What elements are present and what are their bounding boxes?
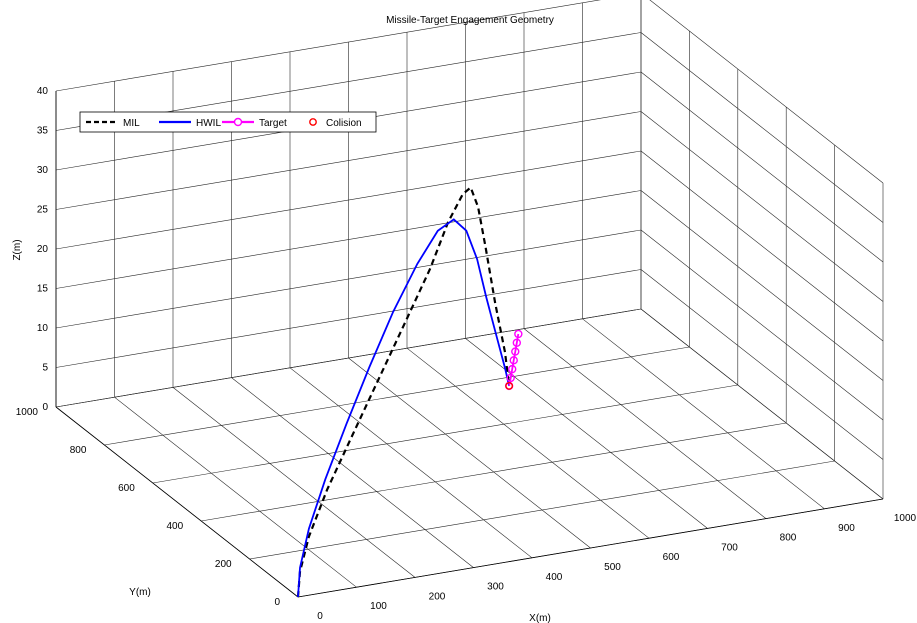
side-grid-z bbox=[640, 190, 884, 381]
legend-colision-swatch bbox=[309, 118, 317, 126]
y-tick-label: 0 bbox=[274, 597, 280, 608]
back-grid-z bbox=[55, 229, 642, 329]
side-grid-z bbox=[640, 71, 884, 263]
back-grid-z bbox=[55, 111, 642, 210]
x-tick-label: 200 bbox=[429, 591, 446, 602]
y-axis-label: Y(m) bbox=[129, 587, 151, 598]
floor-grid-y bbox=[152, 384, 738, 484]
y-tick-label: 800 bbox=[70, 445, 87, 456]
series-layer bbox=[296, 185, 523, 598]
target-marker bbox=[514, 329, 523, 339]
z-tick-label: 40 bbox=[37, 86, 49, 97]
floor-grid-x bbox=[523, 328, 767, 519]
x-axis-line bbox=[297, 498, 884, 598]
floor-grid-x bbox=[289, 367, 533, 559]
x-tick-label: 900 bbox=[838, 523, 855, 534]
axes-layer bbox=[55, 91, 884, 598]
grid-layer bbox=[55, 0, 884, 598]
floor-grid-y bbox=[249, 460, 835, 560]
z-tick-label: 35 bbox=[37, 126, 49, 137]
x-tick-label: 600 bbox=[663, 552, 680, 563]
back-grid-z bbox=[55, 150, 642, 250]
back-grid-z bbox=[55, 308, 642, 408]
z-axis-label: Z(m) bbox=[12, 239, 23, 260]
z-tick-label: 30 bbox=[37, 165, 49, 176]
side-grid-z bbox=[640, 32, 884, 223]
y-tick-label: 1000 bbox=[16, 407, 39, 418]
legend: MIL HWIL Target Colision bbox=[79, 111, 377, 133]
side-grid-z bbox=[640, 308, 884, 500]
floor-grid-x bbox=[172, 387, 416, 578]
x-tick-label: 800 bbox=[780, 533, 797, 544]
floor-grid-x bbox=[406, 347, 650, 539]
x-tick-label: 0 bbox=[317, 611, 323, 622]
side-grid-z bbox=[649, 0, 884, 184]
side-grid-z bbox=[640, 269, 884, 460]
side-grid-z bbox=[640, 229, 884, 421]
back-grid-z bbox=[55, 190, 642, 289]
target-marker bbox=[512, 338, 522, 347]
floor-grid-x bbox=[582, 318, 825, 510]
z-tick-label: 10 bbox=[37, 323, 49, 334]
floor-grid-x bbox=[114, 396, 357, 588]
z-tick-label: 5 bbox=[42, 363, 48, 374]
x-tick-label: 500 bbox=[604, 562, 621, 573]
mil-series-line bbox=[296, 185, 511, 598]
x-tick-label: 400 bbox=[546, 572, 563, 583]
y-tick-label: 400 bbox=[167, 521, 184, 532]
target-marker bbox=[506, 373, 515, 383]
side-grid-z bbox=[640, 111, 884, 302]
z-tick-label: 20 bbox=[37, 244, 49, 255]
legend-colision-label: Colision bbox=[326, 118, 362, 129]
x-axis-label: X(m) bbox=[529, 613, 551, 623]
floor-grid-x bbox=[348, 357, 591, 549]
x-tick-label: 1000 bbox=[894, 513, 917, 524]
legend-target-marker bbox=[233, 117, 243, 127]
floor-grid-x bbox=[465, 338, 708, 529]
x-tick-label: 300 bbox=[487, 582, 504, 593]
chart-title: Missile-Target Engagement Geometry bbox=[386, 15, 554, 26]
y-tick-label: 200 bbox=[215, 559, 232, 570]
legend-target-label: Target bbox=[259, 118, 287, 129]
back-grid-z bbox=[55, 269, 642, 368]
legend-hwil-label: HWIL bbox=[196, 118, 221, 129]
target-marker bbox=[508, 364, 517, 374]
target-marker bbox=[509, 356, 518, 365]
y-axis-line bbox=[55, 406, 299, 598]
floor-grid-y bbox=[201, 422, 787, 522]
z-tick-label: 15 bbox=[37, 284, 49, 295]
x-tick-label: 100 bbox=[370, 601, 387, 612]
tick-labels: 0100200300400500600700800900100002004006… bbox=[16, 86, 917, 622]
floor-grid-x bbox=[231, 377, 474, 568]
z-tick-label: 25 bbox=[37, 205, 49, 216]
target-series-line bbox=[508, 333, 520, 387]
x-tick-label: 700 bbox=[721, 542, 738, 553]
back-grid-z bbox=[55, 0, 602, 92]
target-marker bbox=[511, 347, 520, 356]
hwil-series-line bbox=[297, 218, 510, 598]
legend-mil-label: MIL bbox=[123, 118, 140, 129]
side-grid-z bbox=[640, 150, 884, 342]
floor-grid-y bbox=[104, 346, 690, 446]
y-tick-label: 600 bbox=[118, 483, 135, 494]
z-tick-label: 0 bbox=[42, 402, 48, 413]
colision-marker bbox=[505, 381, 514, 390]
